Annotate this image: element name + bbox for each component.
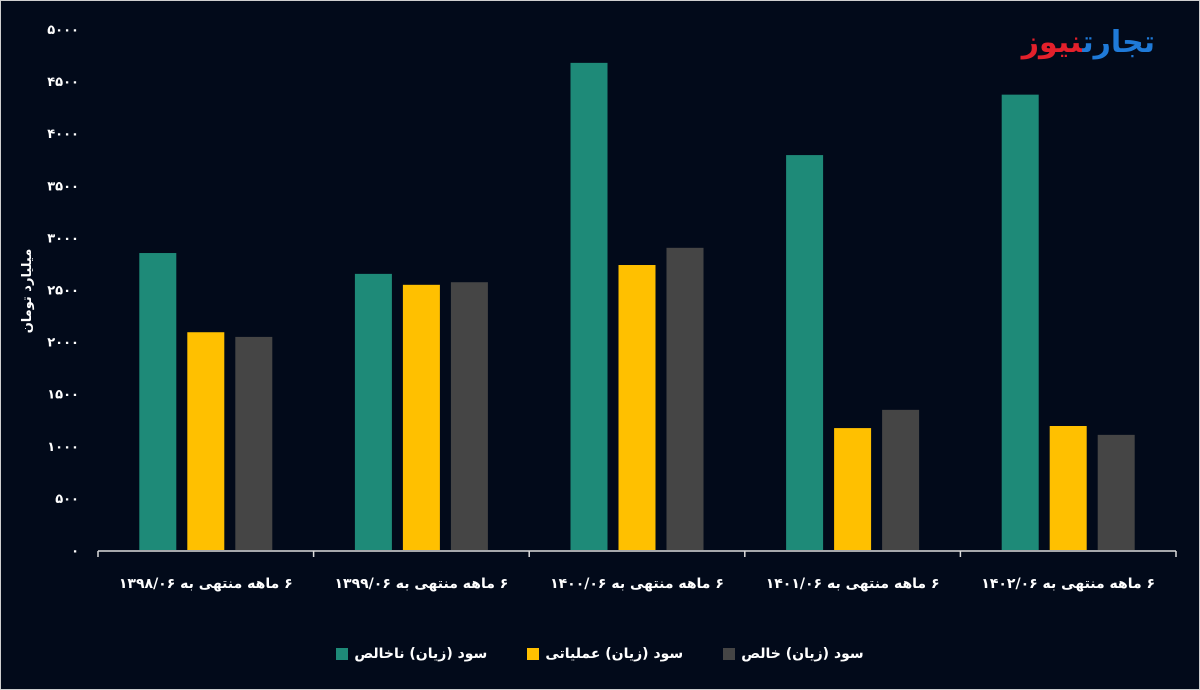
y-tick-label: ۵۰۰ — [55, 492, 79, 507]
y-tick-label: ۵۰۰۰ — [47, 23, 79, 38]
bar-1-5 — [1001, 94, 1039, 551]
logo-text-news: نیوز — [1021, 25, 1084, 60]
bar-3-2 — [450, 282, 488, 550]
x-category-label: ۶ ماهه منتهی به ۱۴۰۲/۰۶ — [981, 576, 1155, 592]
bar-2-4 — [834, 428, 872, 550]
bar-2-2 — [402, 284, 440, 550]
bar-1-1 — [139, 253, 177, 550]
legend-label: سود (زیان) ناخالص — [354, 646, 488, 662]
legend: سود (زیان) ناخالص سود (زیان) عملیاتی سود (… — [1, 646, 1199, 662]
bar-2-1 — [187, 332, 225, 550]
x-category-label: ۶ ماهه منتهی به ۱۴۰۱/۰۶ — [766, 576, 940, 592]
logo-text-tejarat: تجارت — [1082, 25, 1156, 60]
legend-swatch — [336, 648, 349, 660]
bar-3-1 — [235, 336, 273, 550]
x-category-label: ۶ ماهه منتهی به ۱۴۰۰/۰۶ — [550, 576, 724, 592]
y-tick-label: ۳۵۰۰ — [47, 179, 79, 194]
bar-2-5 — [1049, 426, 1087, 550]
bar-1-3 — [570, 62, 608, 551]
y-tick-label: ۳۰۰۰ — [47, 231, 79, 246]
bar-3-4 — [882, 409, 920, 550]
legend-item: سود (زیان) عملیاتی — [527, 646, 683, 662]
y-tick-label: ۴۰۰۰ — [47, 127, 79, 142]
bar-1-4 — [786, 155, 824, 550]
bar-1-2 — [354, 273, 392, 550]
x-category-label: ۶ ماهه منتهی به ۱۳۹۹/۰۶ — [334, 576, 508, 592]
x-category-label: ۶ ماهه منتهی به ۱۳۹۸/۰۶ — [119, 576, 293, 592]
bar-3-3 — [666, 247, 704, 550]
legend-item: سود (زیان) ناخالص — [336, 646, 487, 662]
legend-item: سود (زیان) خالص — [723, 646, 864, 662]
legend-swatch — [723, 648, 736, 660]
y-tick-label: ۱۵۰۰ — [47, 388, 79, 403]
y-tick-label: ۱۰۰۰ — [47, 440, 79, 455]
y-tick-label: ۴۵۰۰ — [47, 75, 79, 90]
legend-label: سود (زیان) خالص — [741, 646, 864, 662]
legend-label: سود (زیان) عملیاتی — [545, 646, 684, 662]
y-axis-label: میلیارد تومان — [20, 249, 35, 334]
y-tick-label: ۲۵۰۰ — [47, 284, 79, 299]
y-tick-label: ۲۰۰۰ — [47, 336, 79, 351]
legend-swatch — [527, 648, 540, 660]
bar-3-5 — [1097, 434, 1135, 550]
logo: تجارتنیوز — [1021, 25, 1156, 60]
bar-2-3 — [618, 265, 656, 550]
y-tick-label: ۰ — [71, 544, 79, 559]
